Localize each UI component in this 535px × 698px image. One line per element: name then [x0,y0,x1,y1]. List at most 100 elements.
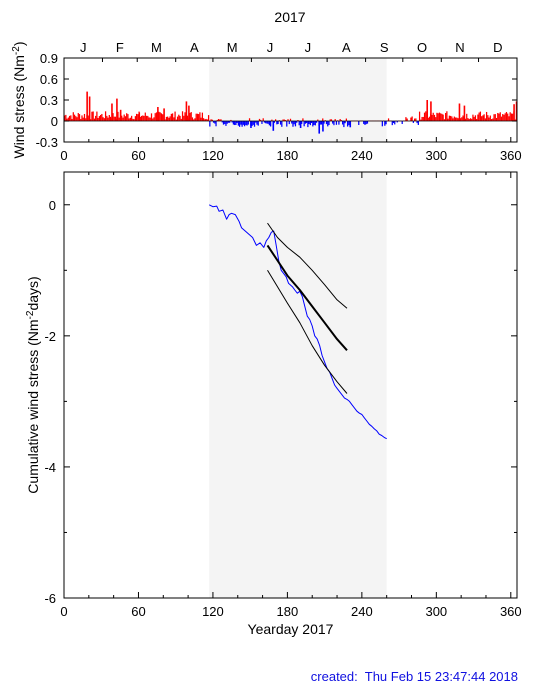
stress-bar [288,121,290,125]
stress-bar [247,121,249,125]
stress-bar [76,117,78,121]
stress-bar [113,116,115,121]
winter-shade-top [209,58,387,142]
stress-bar [246,121,248,126]
stress-bar [504,113,506,121]
month-label-f: F [116,40,124,55]
stress-bar [283,119,285,121]
stress-bar [476,118,478,121]
stress-bar [263,121,266,123]
stress-bar [457,118,459,121]
stress-bar [266,121,268,124]
stress-bar [118,117,120,121]
stress-bar [452,118,454,121]
stress-bar [292,121,294,127]
stress-bar [181,111,184,121]
stress-bar [139,116,141,121]
stress-bar [109,116,112,121]
stress-bar [253,121,256,127]
stress-bar [97,118,99,121]
stress-bar [200,117,202,121]
stress-bar [385,121,387,125]
stress-bar [224,121,226,125]
stress-bar [484,118,486,121]
bottom-x-tick-label: 120 [202,604,224,619]
wind-stress-panel: J F M A M J J A S O N D0 60 120 180 240 300 360-0.300.30.… [11,40,522,163]
stress-bar [195,113,197,121]
stress-bar [417,121,419,125]
stress-bar [225,121,227,126]
stress-bar [412,121,414,123]
stress-bar [77,113,79,121]
stress-bar [282,119,284,121]
stress-bar [329,119,331,121]
stress-bar [189,112,191,121]
stress-bar [198,114,200,121]
stress-bar [279,121,282,125]
stress-bar [176,116,179,121]
stress-bar [502,114,504,121]
stress-bar [255,121,257,123]
stress-bar [406,118,408,121]
stress-bar [70,115,72,121]
stress-bar [180,118,182,121]
stress-bar [387,118,390,121]
stress-bar [201,112,204,121]
stress-bar [510,113,513,121]
stress-bar [216,119,218,121]
stress-bar [219,119,221,121]
stress-spike [157,107,159,121]
stress-bar [261,121,263,124]
stress-bar [143,115,145,121]
top-x-tick-label: 360 [500,148,522,163]
top-y-tick-label: 0.9 [40,51,58,66]
stress-bar [294,121,297,127]
stress-bar [394,121,396,125]
month-label-j: J [267,40,274,55]
stress-bar [301,121,303,124]
stress-bar [270,121,272,127]
stress-bar [345,118,347,121]
stress-bar [67,117,69,121]
stress-bar [150,113,153,121]
stress-bar [286,121,288,127]
stress-bar [106,115,108,121]
stress-bar [260,119,262,121]
stress-bar [420,119,422,121]
stress-bar [342,121,344,125]
month-label-j: J [80,40,87,55]
stress-bar [442,114,444,121]
stress-bar [158,111,160,121]
stress-spike [426,100,428,121]
stress-bar [242,121,244,125]
stress-bar [214,121,216,124]
stress-bar [137,114,139,121]
stress-bar [411,116,413,121]
stress-bar [220,119,222,121]
stress-bar [212,121,215,123]
stress-bar [505,111,508,121]
stress-bar [221,121,223,123]
stress-bar [343,121,345,128]
bottom-y-tick-label: -2 [44,329,56,344]
stress-bar [209,121,211,127]
top-x-tick-label: 300 [425,148,447,163]
bottom-y-tick-label: 0 [49,198,56,213]
stress-bar [145,115,148,121]
stress-bar [243,121,246,127]
stress-bar [191,117,194,121]
stress-bar [68,115,71,121]
stress-bar [425,111,427,121]
stress-bar [154,113,156,121]
stress-bar [384,121,386,126]
stress-bar [381,121,383,127]
stress-bar [478,112,480,121]
stress-bar [184,112,186,121]
stress-spike [116,98,118,121]
stress-bar [96,111,98,121]
stress-bar [103,118,105,121]
stress-bar [479,111,482,121]
winter-shade-bottom [209,172,387,598]
stress-bar [339,118,341,121]
stress-bar [446,111,448,121]
